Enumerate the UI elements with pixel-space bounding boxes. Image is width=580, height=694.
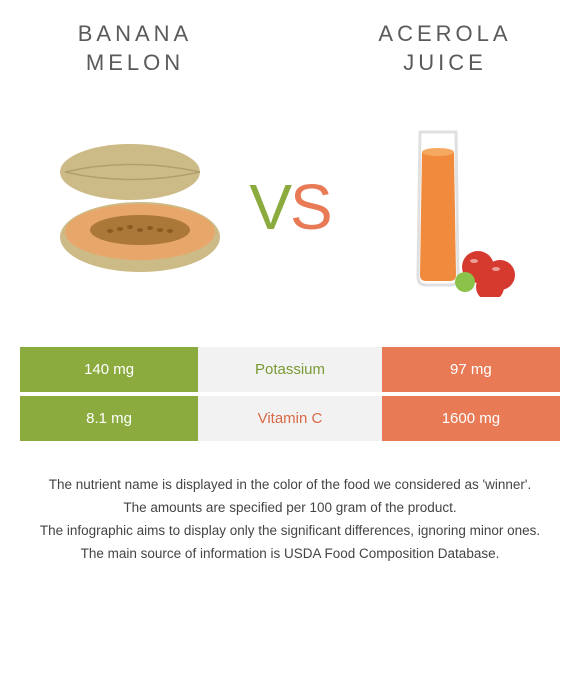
nutrient-name-cell: Vitamin C [198, 394, 382, 443]
vs-v: V [249, 171, 290, 243]
right-value-cell: 1600 mg [382, 394, 560, 443]
right-title: Acerola juice [330, 20, 560, 77]
footnote-line: The infographic aims to display only the… [30, 521, 550, 542]
juice-icon [350, 117, 530, 297]
nutrient-name-cell: Potassium [198, 347, 382, 394]
footnotes: The nutrient name is displayed in the co… [20, 475, 560, 565]
table-row: 8.1 mgVitamin C1600 mg [20, 394, 560, 443]
left-value-cell: 140 mg [20, 347, 198, 394]
right-food-image [350, 117, 530, 297]
footnote-line: The amounts are specified per 100 gram o… [30, 498, 550, 519]
left-food-image [50, 117, 230, 297]
vs-label: VS [249, 170, 330, 244]
right-title-line1: Acerola [378, 21, 511, 46]
left-title: Banana melon [20, 20, 250, 77]
right-title-line2: juice [403, 50, 487, 75]
images-row: VS [20, 87, 560, 327]
left-value-cell: 8.1 mg [20, 394, 198, 443]
nutrient-table: 140 mgPotassium97 mg8.1 mgVitamin C1600 … [20, 347, 560, 445]
footnote-line: The nutrient name is displayed in the co… [30, 475, 550, 496]
melon-icon [50, 117, 230, 297]
vs-s: S [290, 171, 331, 243]
footnote-line: The main source of information is USDA F… [30, 544, 550, 565]
left-title-line1: Banana [78, 21, 192, 46]
header: Banana melon Acerola juice [20, 20, 560, 77]
left-title-line2: melon [86, 50, 184, 75]
right-value-cell: 97 mg [382, 347, 560, 394]
table-row: 140 mgPotassium97 mg [20, 347, 560, 394]
